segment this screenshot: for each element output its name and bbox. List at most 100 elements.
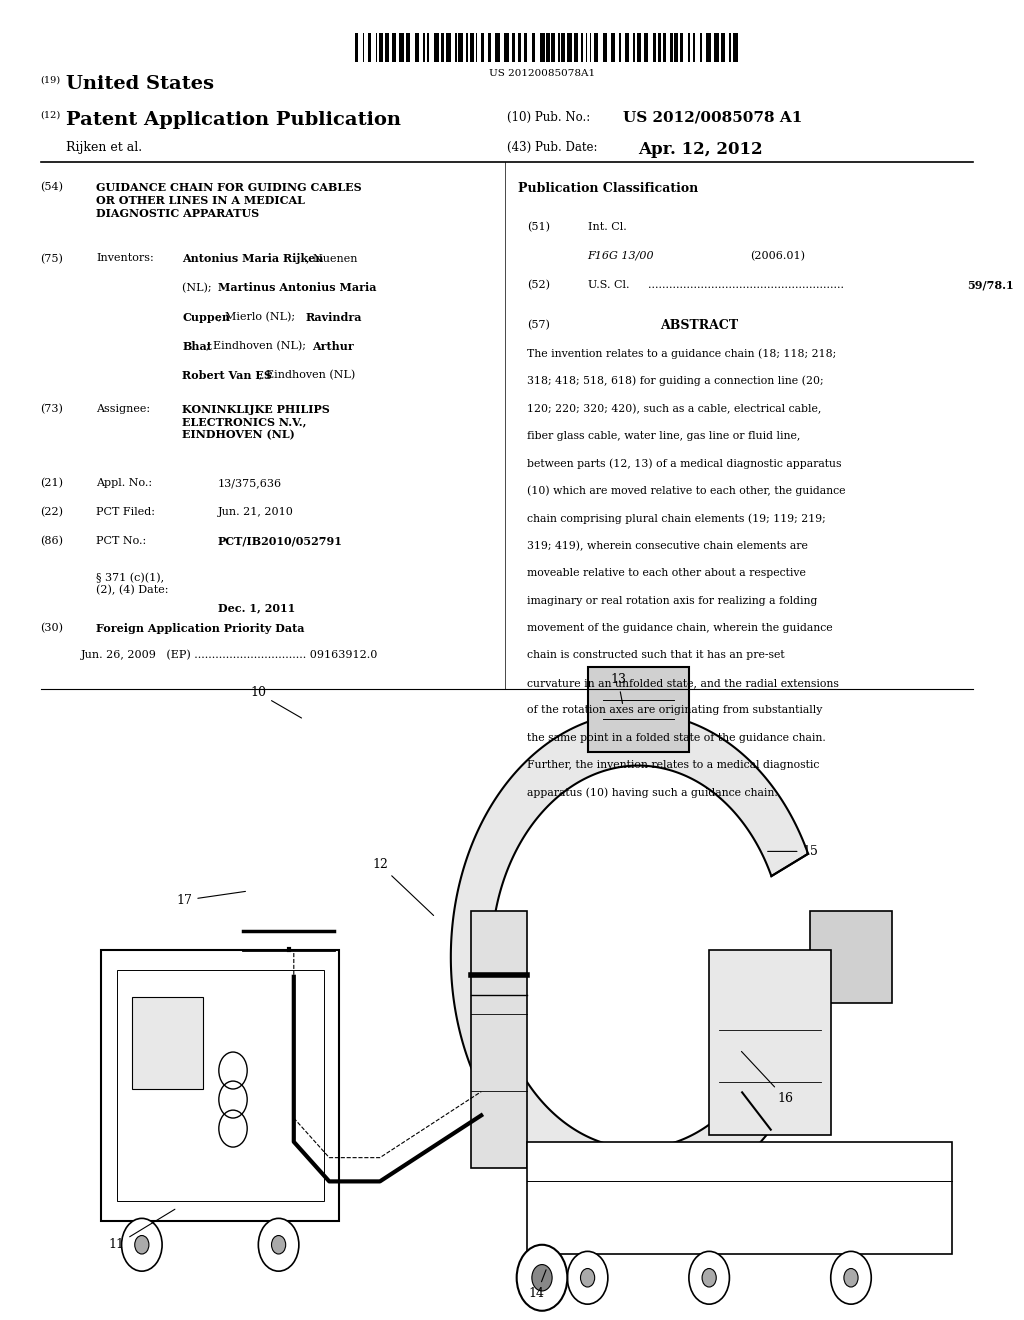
Bar: [512, 33, 515, 62]
Text: movement of the guidance chain, wherein the guidance: movement of the guidance chain, wherein …: [526, 623, 833, 634]
Text: (19): (19): [41, 75, 60, 84]
Circle shape: [258, 1218, 299, 1271]
Bar: [392, 33, 396, 62]
Bar: [573, 33, 579, 62]
Bar: [706, 33, 711, 62]
Text: , Eindhoven (NL);: , Eindhoven (NL);: [206, 341, 309, 351]
Text: Further, the invention relates to a medical diagnostic: Further, the invention relates to a medi…: [526, 760, 819, 771]
Bar: [441, 33, 443, 62]
Text: (52): (52): [526, 280, 550, 290]
Bar: [456, 33, 457, 62]
Bar: [710, 950, 830, 1135]
Bar: [687, 33, 690, 62]
Text: (10) which are moved relative to each other, the guidance: (10) which are moved relative to each ot…: [526, 486, 845, 496]
Bar: [551, 33, 555, 62]
Circle shape: [581, 1269, 595, 1287]
Text: Publication Classification: Publication Classification: [518, 182, 698, 195]
Bar: [658, 33, 660, 62]
Text: 15: 15: [768, 845, 818, 858]
Text: Rijken et al.: Rijken et al.: [66, 141, 142, 154]
Bar: [611, 33, 614, 62]
Bar: [567, 33, 572, 62]
Text: Ravindra: Ravindra: [306, 312, 362, 322]
Bar: [714, 33, 719, 62]
Bar: [471, 911, 526, 1168]
Text: US 2012/0085078 A1: US 2012/0085078 A1: [623, 111, 803, 125]
Bar: [117, 970, 325, 1201]
Text: (54): (54): [41, 182, 63, 193]
Bar: [620, 33, 621, 62]
Text: 13: 13: [610, 673, 626, 704]
Circle shape: [689, 1251, 729, 1304]
Bar: [546, 33, 550, 62]
Bar: [504, 33, 509, 62]
Bar: [586, 33, 588, 62]
Text: ABSTRACT: ABSTRACT: [659, 319, 738, 333]
Text: ........................................................: ........................................…: [648, 280, 845, 290]
Bar: [354, 33, 358, 62]
Text: § 371 (c)(1),
(2), (4) Date:: § 371 (c)(1), (2), (4) Date:: [96, 573, 169, 595]
Text: PCT Filed:: PCT Filed:: [96, 507, 156, 517]
Text: (10) Pub. No.:: (10) Pub. No.:: [507, 111, 590, 124]
Bar: [517, 33, 521, 62]
Text: 59/78.1: 59/78.1: [968, 280, 1014, 290]
Text: (12): (12): [41, 111, 60, 120]
FancyBboxPatch shape: [810, 911, 892, 1003]
Bar: [675, 33, 678, 62]
Text: (43) Pub. Date:: (43) Pub. Date:: [507, 141, 597, 154]
Circle shape: [122, 1218, 162, 1271]
Text: U.S. Cl.: U.S. Cl.: [588, 280, 629, 290]
Text: PCT/IB2010/052791: PCT/IB2010/052791: [218, 536, 343, 546]
Text: F16G 13/00: F16G 13/00: [588, 251, 654, 261]
Text: Int. Cl.: Int. Cl.: [588, 222, 627, 232]
Bar: [581, 33, 584, 62]
Bar: [101, 950, 339, 1221]
Text: fiber glass cable, water line, gas line or fluid line,: fiber glass cable, water line, gas line …: [526, 430, 800, 441]
Bar: [362, 33, 365, 62]
Text: Foreign Application Priority Data: Foreign Application Priority Data: [96, 623, 305, 634]
Bar: [459, 33, 463, 62]
Bar: [385, 33, 389, 62]
Bar: [733, 33, 738, 62]
Text: apparatus (10) having such a guidance chain.: apparatus (10) having such a guidance ch…: [526, 788, 777, 799]
Text: Robert Van ES: Robert Van ES: [182, 370, 272, 380]
Bar: [626, 33, 629, 62]
Text: Bhat: Bhat: [182, 341, 212, 351]
Bar: [531, 33, 536, 62]
Text: 16: 16: [741, 1052, 794, 1105]
Text: Patent Application Publication: Patent Application Publication: [66, 111, 400, 129]
Text: 12: 12: [372, 858, 433, 916]
Bar: [466, 33, 468, 62]
Bar: [644, 33, 648, 62]
Text: , Eindhoven (NL): , Eindhoven (NL): [259, 370, 355, 380]
Text: , Mierlo (NL);: , Mierlo (NL);: [218, 312, 298, 322]
Text: Inventors:: Inventors:: [96, 253, 154, 264]
Circle shape: [830, 1251, 871, 1304]
Text: Appl. No.:: Appl. No.:: [96, 478, 153, 488]
Polygon shape: [451, 713, 808, 1201]
Bar: [526, 1142, 952, 1254]
Text: GUIDANCE CHAIN FOR GUIDING CABLES
OR OTHER LINES IN A MEDICAL
DIAGNOSTIC APPARAT: GUIDANCE CHAIN FOR GUIDING CABLES OR OTH…: [96, 182, 361, 219]
Text: of the rotation axes are originating from substantially: of the rotation axes are originating fro…: [526, 705, 822, 715]
Bar: [603, 33, 606, 62]
Text: 11: 11: [109, 1209, 175, 1251]
Text: (21): (21): [41, 478, 63, 488]
Bar: [488, 33, 490, 62]
Circle shape: [567, 1251, 608, 1304]
Bar: [379, 33, 383, 62]
Text: 319; 419), wherein consecutive chain elements are: 319; 419), wherein consecutive chain ele…: [526, 541, 808, 550]
Circle shape: [531, 1265, 552, 1291]
Text: PCT No.:: PCT No.:: [96, 536, 146, 546]
Text: 10: 10: [250, 686, 301, 718]
Text: Jun. 26, 2009   (EP) ................................ 09163912.0: Jun. 26, 2009 (EP) .....................…: [81, 649, 379, 660]
Text: Cuppen: Cuppen: [182, 312, 230, 322]
Text: Dec. 1, 2011: Dec. 1, 2011: [218, 602, 295, 612]
Bar: [415, 33, 419, 62]
Bar: [470, 33, 474, 62]
Text: (73): (73): [41, 404, 63, 414]
Bar: [406, 33, 410, 62]
Bar: [423, 33, 425, 62]
Text: between parts (12, 13) of a medical diagnostic apparatus: between parts (12, 13) of a medical diag…: [526, 458, 842, 469]
Text: The invention relates to a guidance chain (18; 118; 218;: The invention relates to a guidance chai…: [526, 348, 836, 359]
Bar: [671, 33, 673, 62]
